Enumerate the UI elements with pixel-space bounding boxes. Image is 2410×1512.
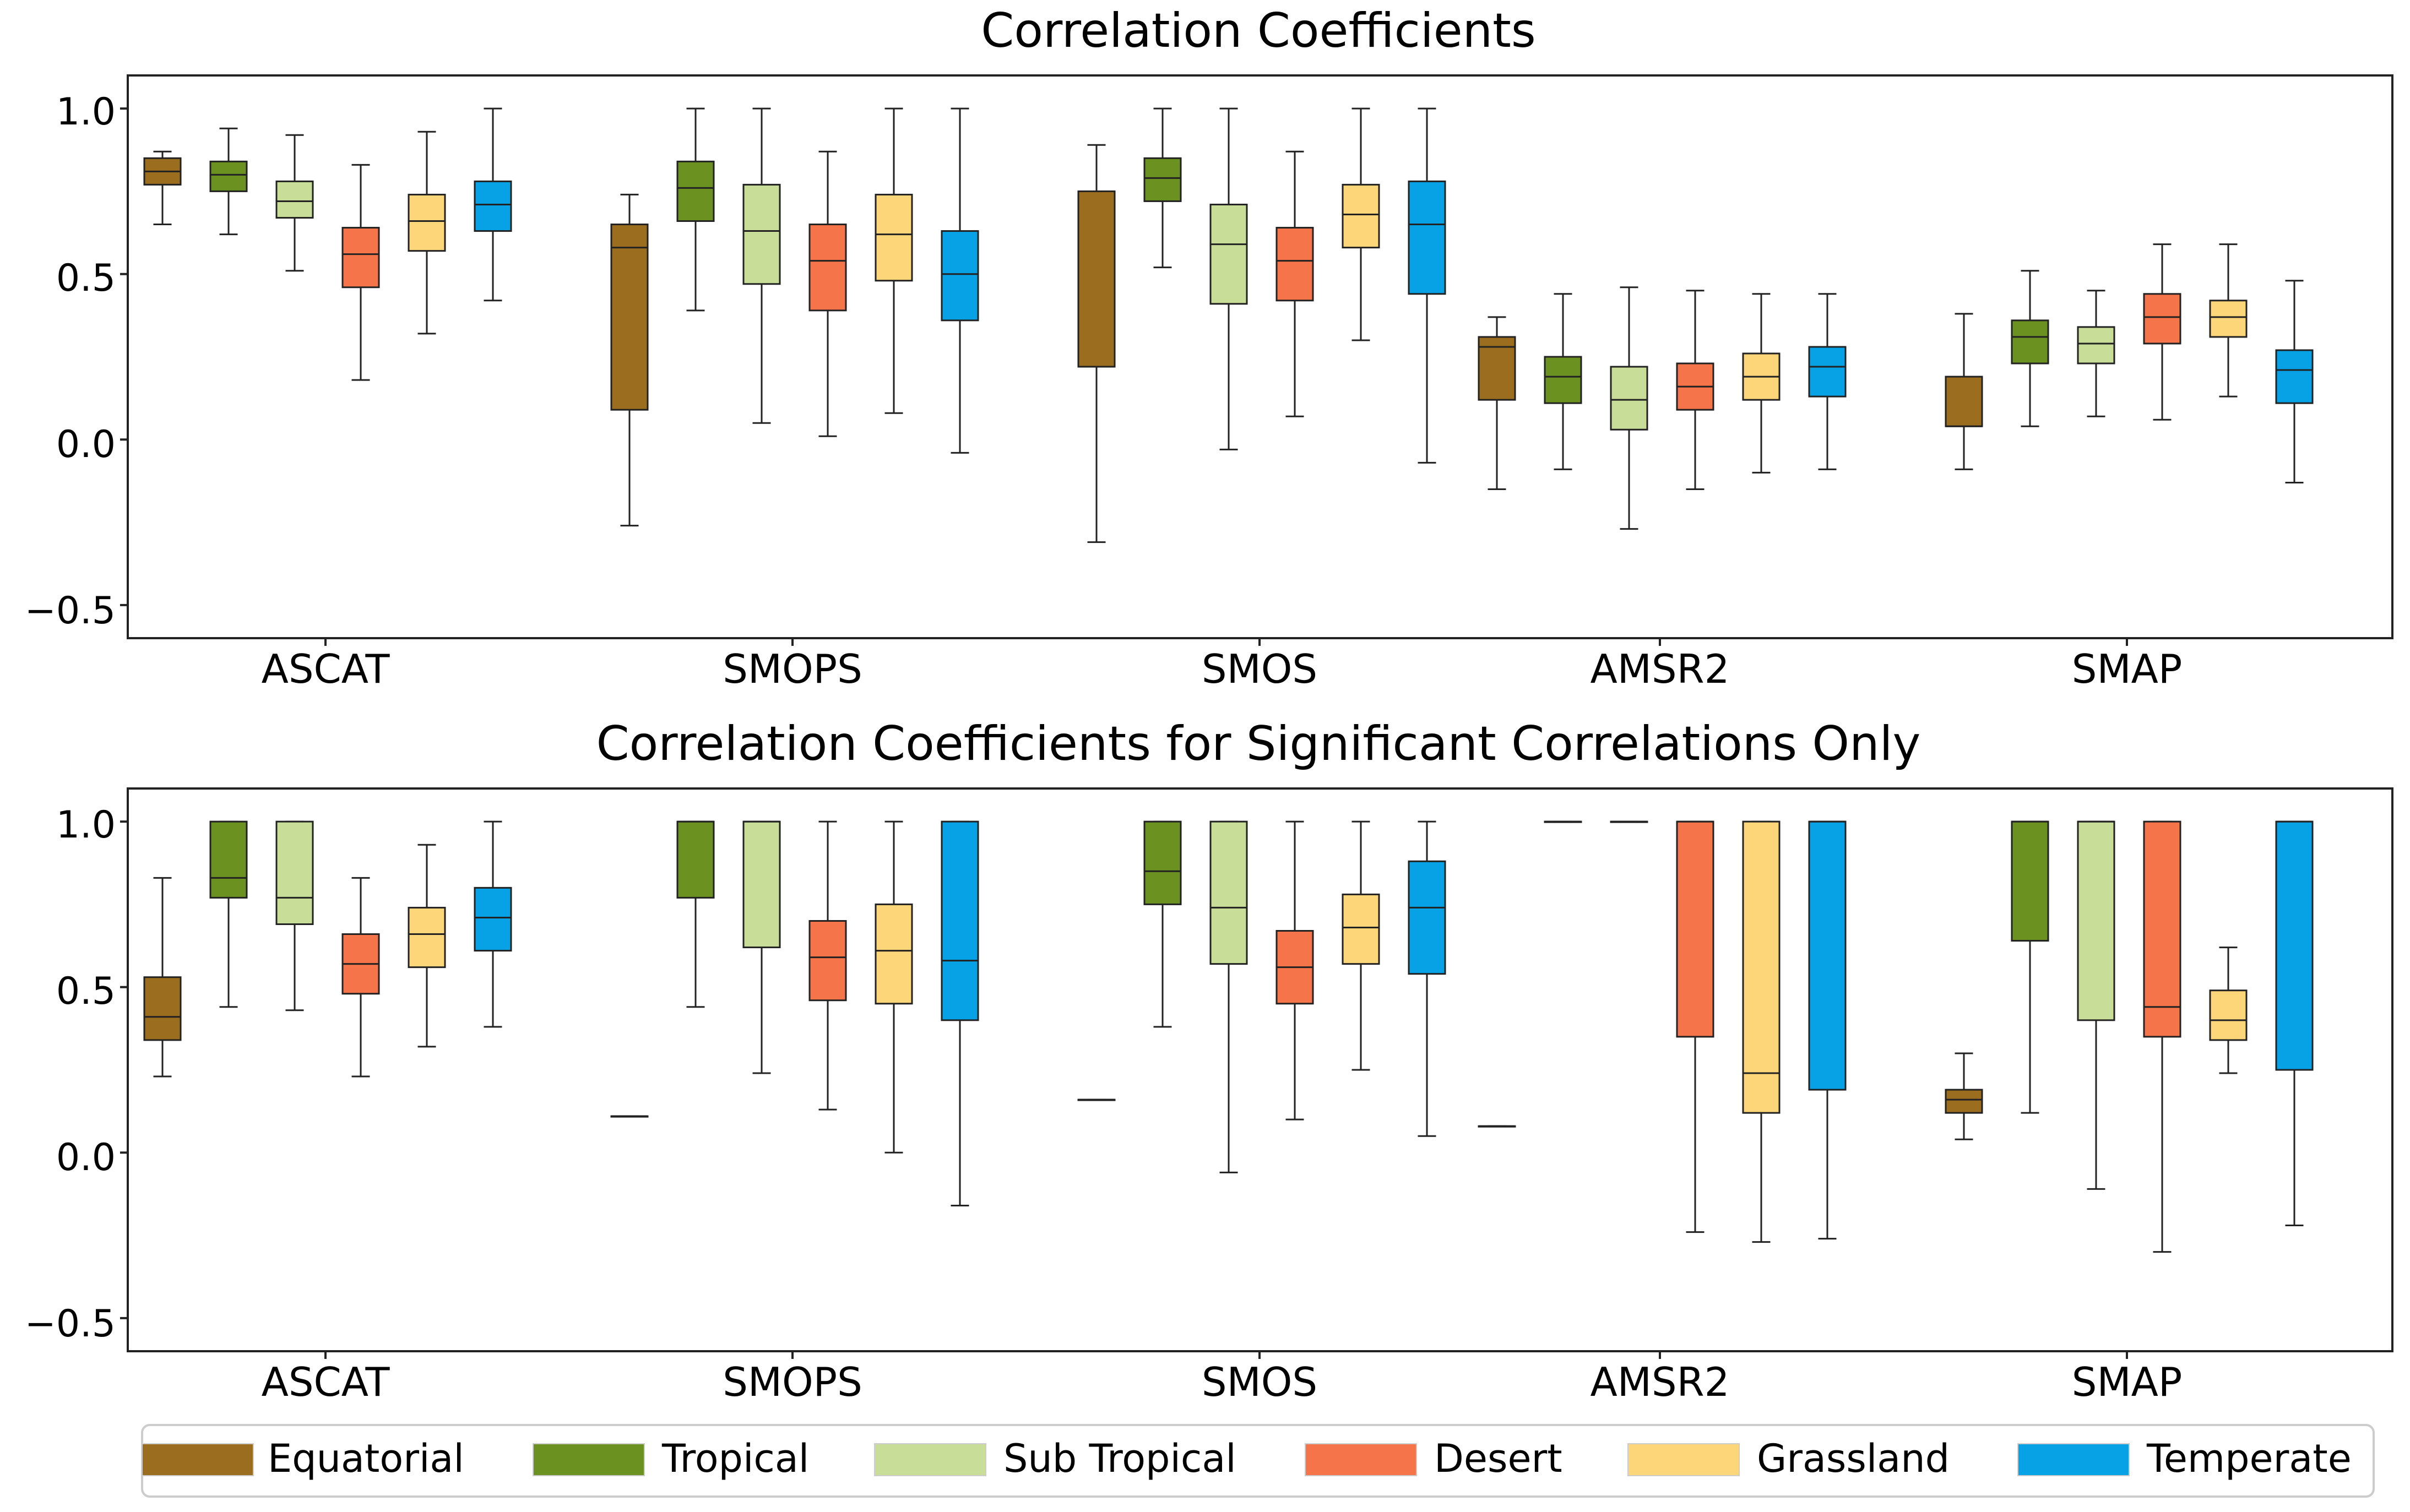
box-equatorial — [143, 976, 182, 1041]
box-tropical — [1143, 820, 1182, 905]
box-sub-tropical — [742, 820, 781, 949]
box-tropical — [676, 820, 715, 899]
legend-label-grassland: Grassland — [1757, 1436, 1950, 1481]
legend-swatch-tropical — [533, 1443, 645, 1476]
box-temperate — [1408, 180, 1446, 295]
box-tropical — [209, 820, 248, 899]
legend-swatch-equatorial — [142, 1443, 254, 1476]
box-equatorial — [1945, 1089, 1983, 1114]
chart-1-category-labels: ASCAT SMOPS SMOS AMSR2 SMAP — [262, 646, 2183, 692]
legend-label-tropical: Tropical — [661, 1436, 809, 1481]
box-desert — [2143, 820, 2181, 1038]
box-temperate — [1808, 346, 1847, 398]
chart-1-plot-frame — [127, 74, 2393, 639]
box-sub-tropical — [1209, 203, 1248, 305]
y-tick-label: 0.5 — [56, 970, 116, 1013]
legend: Equatorial Tropical Sub Tropical Desert … — [141, 1424, 2375, 1498]
box-grassland — [875, 903, 913, 1005]
chart-1-title: Correlation Coefficients — [981, 3, 1535, 58]
chart-1-y-tick-labels: 1.0 0.5 0.0 −0.5 — [25, 90, 116, 633]
category-label: SMAP — [2072, 1359, 2183, 1405]
category-label: AMSR2 — [1591, 646, 1730, 692]
category-label: ASCAT — [262, 646, 390, 692]
box-equatorial — [1077, 190, 1116, 368]
category-label: SMOS — [1202, 646, 1317, 692]
category-label: ASCAT — [262, 1359, 390, 1405]
legend-label-desert: Desert — [1434, 1436, 1562, 1481]
chart-2-y-tick-labels: 1.0 0.5 0.0 −0.5 — [25, 803, 116, 1346]
box-tropical — [2011, 319, 2049, 365]
box-desert — [1275, 227, 1314, 302]
y-tick-label: 0.0 — [56, 423, 116, 466]
legend-swatch-grassland — [1627, 1443, 1740, 1476]
box-equatorial — [610, 224, 649, 411]
chart-2-title: Correlation Coefficients for Significant… — [596, 716, 1921, 771]
legend-label-sub-tropical: Sub Tropical — [1003, 1436, 1236, 1481]
legend-label-equatorial: Equatorial — [268, 1436, 464, 1481]
box-tropical — [2011, 820, 2049, 942]
box-grassland — [875, 193, 913, 282]
box-sub-tropical — [275, 180, 314, 219]
box-desert — [341, 227, 380, 289]
box-temperate — [2275, 820, 2314, 1071]
box-temperate — [1408, 860, 1446, 975]
box-grassland — [2209, 300, 2248, 338]
box-temperate — [941, 820, 979, 1021]
box-desert — [808, 224, 847, 312]
chart-panel-2: Correlation Coefficients for Significant… — [25, 716, 2393, 1405]
category-label: AMSR2 — [1591, 1359, 1730, 1405]
box-sub-tropical — [2077, 820, 2115, 1021]
category-label: SMOPS — [723, 1359, 862, 1405]
box-temperate — [474, 180, 512, 232]
box-tropical — [1544, 356, 1582, 404]
chart-panel-1: Correlation Coefficients 1.0 0.5 0.0 −0.… — [25, 3, 2393, 692]
category-label: SMAP — [2072, 646, 2183, 692]
box-grassland — [2209, 989, 2248, 1041]
legend-swatch-temperate — [2017, 1443, 2130, 1476]
legend-label-temperate: Temperate — [2146, 1436, 2352, 1481]
box-temperate — [474, 886, 512, 952]
y-tick-label: 1.0 — [56, 90, 116, 134]
chart-1-boxes — [120, 107, 2314, 646]
box-sub-tropical — [275, 820, 314, 925]
box-grassland — [408, 193, 446, 252]
category-label: SMOS — [1202, 1359, 1317, 1405]
box-sub-tropical — [742, 183, 781, 285]
y-tick-label: −0.5 — [25, 1302, 116, 1346]
y-tick-label: 0.0 — [56, 1136, 116, 1179]
box-temperate — [2275, 349, 2314, 404]
y-tick-label: 1.0 — [56, 803, 116, 847]
y-tick-label: 0.5 — [56, 257, 116, 300]
box-sub-tropical — [1610, 366, 1648, 431]
chart-2-category-labels: ASCAT SMOPS SMOS AMSR2 SMAP — [262, 1359, 2183, 1405]
box-grassland — [408, 906, 446, 969]
legend-swatch-desert — [1305, 1443, 1417, 1476]
box-temperate — [1808, 820, 1847, 1091]
box-tropical — [209, 160, 248, 192]
box-grassland — [1342, 183, 1380, 249]
box-equatorial — [1945, 376, 1983, 427]
box-tropical — [676, 160, 715, 222]
chart-2-plot-frame — [127, 787, 2393, 1352]
chart-2-boxes — [120, 820, 2314, 1359]
box-grassland — [1742, 820, 1781, 1114]
box-sub-tropical — [2077, 326, 2115, 365]
legend-swatches — [142, 1443, 2130, 1476]
box-temperate — [941, 230, 979, 322]
box-desert — [808, 920, 847, 1002]
box-desert — [1676, 820, 1714, 1038]
box-sub-tropical — [1209, 820, 1248, 965]
box-desert — [2143, 293, 2181, 345]
category-label: SMOPS — [723, 646, 862, 692]
legend-swatch-sub-tropical — [874, 1443, 986, 1476]
box-grassland — [1342, 893, 1380, 965]
y-tick-label: −0.5 — [25, 589, 116, 633]
box-tropical — [1143, 157, 1182, 202]
